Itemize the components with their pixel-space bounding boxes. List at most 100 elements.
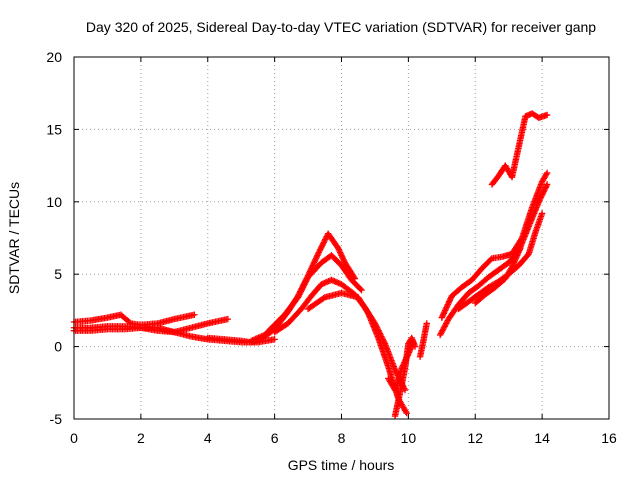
x-tick-label: 8 bbox=[338, 430, 346, 446]
data-point-interp bbox=[303, 276, 310, 284]
data-point-interp bbox=[399, 362, 407, 369]
x-tick-label: 14 bbox=[534, 430, 550, 446]
data-point bbox=[543, 111, 551, 119]
data-point-interp bbox=[321, 237, 328, 245]
data-point bbox=[358, 286, 365, 294]
data-point-interp bbox=[402, 356, 409, 363]
data-point-interp bbox=[539, 189, 547, 197]
data-point-interp bbox=[299, 285, 306, 292]
data-point-interp bbox=[312, 256, 319, 263]
axis-ticks bbox=[73, 56, 610, 420]
data-point bbox=[398, 365, 405, 372]
data-point-interp bbox=[300, 282, 307, 289]
data-point-interp bbox=[441, 308, 448, 316]
data-point-interp bbox=[445, 298, 453, 305]
data-point-interp bbox=[296, 289, 304, 297]
data-points bbox=[70, 110, 551, 420]
data-point-interp bbox=[540, 188, 547, 195]
data-point-interp bbox=[311, 257, 318, 265]
data-point-interp bbox=[442, 305, 450, 313]
data-point-interp bbox=[336, 249, 344, 256]
data-point-interp bbox=[338, 253, 346, 261]
data-point bbox=[391, 366, 399, 373]
data-point bbox=[410, 339, 417, 346]
data-point-interp bbox=[542, 184, 549, 191]
x-tick-label: 0 bbox=[70, 430, 78, 446]
data-point-interp bbox=[336, 247, 343, 255]
data-point-interp bbox=[543, 182, 550, 190]
series-trace-12 bbox=[438, 169, 551, 321]
data-point-interp bbox=[319, 240, 327, 247]
x-tick-label: 6 bbox=[271, 430, 279, 446]
series-trace-1 bbox=[70, 311, 198, 329]
data-point-interp bbox=[317, 244, 325, 252]
series-trace-14 bbox=[472, 244, 524, 307]
data-point bbox=[191, 311, 198, 318]
data-point-interp bbox=[296, 291, 303, 298]
x-tick-label: 2 bbox=[137, 430, 145, 446]
data-point-interp bbox=[320, 239, 328, 246]
y-tick-label: 15 bbox=[46, 121, 62, 137]
data-point-interp bbox=[404, 352, 411, 359]
y-tick-label: 10 bbox=[46, 194, 62, 210]
data-point-interp bbox=[487, 256, 495, 263]
data-point bbox=[438, 314, 446, 321]
data-point-interp bbox=[441, 307, 449, 314]
data-point-interp bbox=[403, 353, 411, 360]
data-point bbox=[517, 244, 524, 252]
data-point-interp bbox=[335, 246, 343, 253]
data-point-interp bbox=[316, 247, 323, 255]
data-point-interp bbox=[312, 255, 320, 262]
data-point-interp bbox=[297, 288, 305, 295]
y-tick-label: 5 bbox=[54, 266, 62, 282]
data-point-interp bbox=[320, 295, 327, 302]
data-point-interp bbox=[445, 299, 452, 307]
x-tick-label: 12 bbox=[467, 430, 483, 446]
data-point-interp bbox=[310, 259, 318, 266]
data-point-interp bbox=[301, 281, 308, 288]
x-axis-title: GPS time / hours bbox=[288, 457, 395, 473]
y-axis-title: SDTVAR / TECUs bbox=[6, 182, 22, 294]
data-point-interp bbox=[318, 243, 325, 250]
data-point-interp bbox=[401, 357, 409, 365]
data-point-interp bbox=[298, 286, 305, 294]
x-tick-label: 4 bbox=[204, 430, 212, 446]
data-point-interp bbox=[310, 260, 317, 268]
data-point-interp bbox=[518, 236, 525, 243]
data-point-interp bbox=[313, 253, 320, 261]
data-point bbox=[271, 336, 278, 343]
data-point-interp bbox=[443, 304, 450, 311]
tick-labels: 0 2 4 6 8 10 12 14 16 -5 0 5 10 15 20 bbox=[46, 49, 617, 446]
data-point-interp bbox=[447, 295, 454, 303]
data-point-interp bbox=[443, 302, 451, 310]
data-point-interp bbox=[439, 311, 447, 318]
data-point-interp bbox=[400, 360, 407, 368]
data-point-interp bbox=[337, 250, 345, 258]
x-tick-label: 10 bbox=[401, 430, 417, 446]
data-point bbox=[538, 210, 546, 217]
data-point bbox=[543, 181, 551, 188]
data-point-interp bbox=[295, 292, 302, 300]
y-tick-label: 20 bbox=[46, 49, 62, 65]
data-point-interp bbox=[299, 284, 307, 291]
series-trace-9 bbox=[385, 339, 417, 394]
data-point bbox=[314, 250, 322, 258]
data-point-interp bbox=[338, 252, 345, 259]
data-point-interp bbox=[440, 310, 448, 317]
data-point-interp bbox=[538, 192, 545, 200]
data-point-interp bbox=[541, 187, 548, 194]
data-point-interp bbox=[401, 359, 408, 366]
data-point bbox=[543, 169, 551, 177]
data-point-interp bbox=[402, 408, 410, 415]
series-trace-15 bbox=[488, 110, 551, 188]
data-point-interp bbox=[541, 185, 549, 192]
y-tick-label: 0 bbox=[54, 339, 62, 355]
data-point-interp bbox=[543, 171, 550, 178]
data-point-interp bbox=[315, 249, 323, 256]
data-point-interp bbox=[403, 354, 410, 362]
series-trace-5 bbox=[248, 252, 365, 345]
data-point-interp bbox=[314, 252, 321, 259]
data-point-interp bbox=[301, 279, 309, 287]
data-point-interp bbox=[507, 265, 515, 272]
